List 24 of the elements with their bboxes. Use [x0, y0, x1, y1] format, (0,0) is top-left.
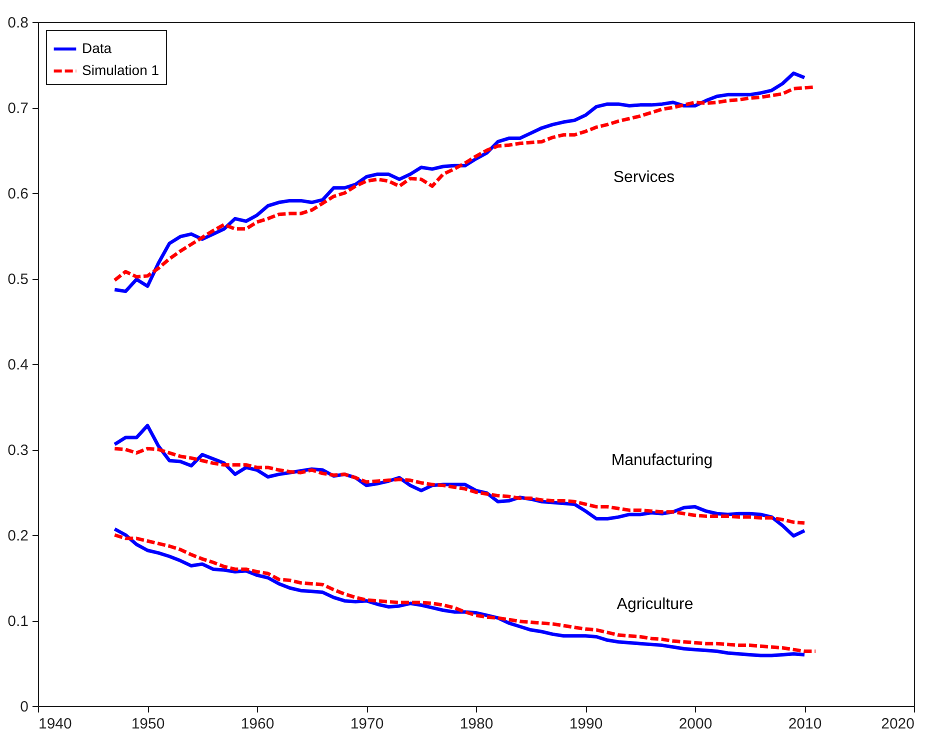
x-tick-label: 1990: [569, 716, 603, 732]
x-tick-label: 1950: [131, 716, 165, 732]
x-tick-label: 2020: [881, 716, 914, 732]
annotation: Manufacturing: [611, 452, 713, 469]
x-tick-label: 2010: [788, 716, 822, 732]
y-tick-label: 0.1: [8, 613, 28, 630]
x-tick-label: 1960: [240, 716, 274, 732]
y-tick-label: 0.2: [8, 528, 28, 544]
y-tick-label: 0.6: [8, 186, 28, 202]
x-tick-label: 1980: [460, 716, 494, 732]
annotation: Services: [613, 169, 675, 186]
x-tick-label: 1970: [350, 716, 384, 732]
legend-label: Simulation 1: [82, 62, 160, 78]
x-tick-label: 2000: [678, 716, 712, 732]
y-tick-label: 0: [20, 698, 28, 716]
y-tick-label: 0.7: [8, 100, 28, 117]
legend-label: Data: [82, 40, 112, 56]
y-tick-label: 0.4: [8, 356, 28, 374]
y-tick-label: 0.5: [8, 271, 28, 288]
annotation: Agriculture: [616, 596, 694, 613]
y-tick-label: 0.8: [8, 14, 28, 32]
line-series: [112, 446, 806, 525]
x-tick-label: 1940: [38, 716, 72, 732]
y-tick-label: 0.3: [8, 442, 28, 459]
